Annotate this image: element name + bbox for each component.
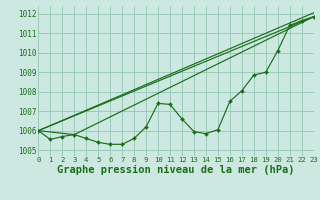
X-axis label: Graphe pression niveau de la mer (hPa): Graphe pression niveau de la mer (hPa) [57,165,295,175]
